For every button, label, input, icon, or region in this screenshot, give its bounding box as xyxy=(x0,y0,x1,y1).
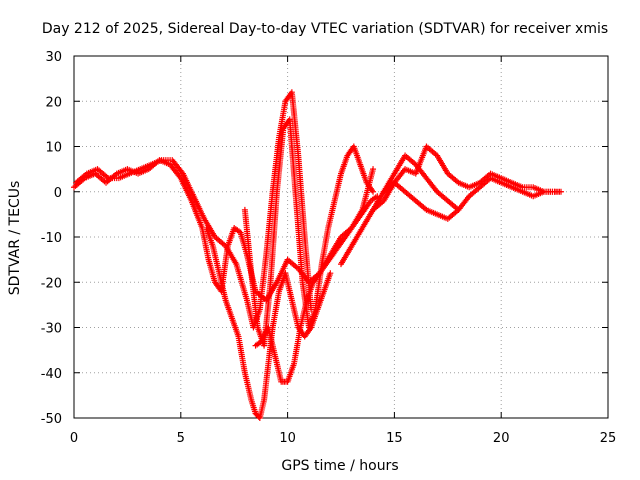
series-pass-3 xyxy=(203,224,334,421)
data-layer xyxy=(71,89,565,421)
series-pass-4 xyxy=(241,116,377,349)
data-point xyxy=(455,206,462,213)
tick-layer: 0 5 10 15 20 25 -50 -40 -30 -20 -10 0 10 20 30 xyxy=(41,50,617,446)
grid-layer xyxy=(74,56,608,418)
y-tick-label: -10 xyxy=(41,231,62,246)
y-tick-label: 20 xyxy=(45,95,62,110)
x-tick-label: 0 xyxy=(70,431,78,446)
series-pass-6 xyxy=(338,152,565,268)
y-tick-label: 10 xyxy=(45,141,62,156)
data-point xyxy=(551,188,558,195)
x-tick-label: 25 xyxy=(600,431,617,446)
y-tick-label: 0 xyxy=(54,186,62,201)
series-pass-5 xyxy=(252,193,381,385)
y-tick-label: -40 xyxy=(41,367,62,382)
x-tick-label: 20 xyxy=(493,431,510,446)
x-tick-label: 5 xyxy=(177,431,185,446)
y-tick-label: 30 xyxy=(45,50,62,65)
series-pass-2 xyxy=(73,89,315,331)
y-tick-label: -50 xyxy=(41,412,62,427)
y-tick-label: -20 xyxy=(41,276,62,291)
data-point xyxy=(370,166,377,173)
x-tick-label: 15 xyxy=(386,431,403,446)
data-point xyxy=(327,270,334,277)
x-tick-label: 10 xyxy=(279,431,296,446)
y-axis-title: SDTVAR / TECUs xyxy=(7,181,23,296)
y-tick-label: -30 xyxy=(41,322,62,337)
series-pass-8 xyxy=(380,179,462,222)
chart-title: Day 212 of 2025, Sidereal Day-to-day VTE… xyxy=(42,21,608,37)
data-point xyxy=(558,188,565,195)
data-point xyxy=(370,188,377,195)
x-axis-title: GPS time / hours xyxy=(281,458,398,474)
